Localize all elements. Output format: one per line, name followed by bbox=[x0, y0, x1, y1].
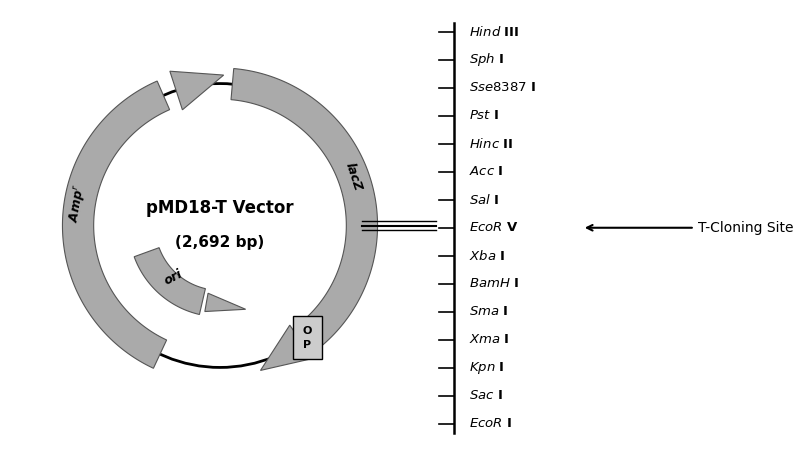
Polygon shape bbox=[231, 69, 378, 345]
Text: pMD18-T Vector: pMD18-T Vector bbox=[146, 199, 294, 217]
Text: $\it{Acc}$ $\bf{I}$: $\it{Acc}$ $\bf{I}$ bbox=[469, 165, 503, 178]
Polygon shape bbox=[261, 325, 313, 370]
Text: $\it{Kpn}$ $\bf{I}$: $\it{Kpn}$ $\bf{I}$ bbox=[469, 360, 505, 376]
Text: $\it{Hind}$ $\bf{III}$: $\it{Hind}$ $\bf{III}$ bbox=[469, 24, 519, 39]
Text: (2,692 bp): (2,692 bp) bbox=[175, 235, 265, 250]
Polygon shape bbox=[62, 81, 170, 368]
Polygon shape bbox=[134, 248, 206, 314]
Text: T-Cloning Site: T-Cloning Site bbox=[698, 221, 794, 235]
Polygon shape bbox=[170, 71, 224, 110]
Polygon shape bbox=[205, 293, 246, 312]
Text: P: P bbox=[303, 340, 311, 350]
Text: $\it{Xma}$ $\bf{I}$: $\it{Xma}$ $\bf{I}$ bbox=[469, 333, 510, 346]
Text: $\it{Sac}$ $\bf{I}$: $\it{Sac}$ $\bf{I}$ bbox=[469, 389, 503, 402]
Text: $\it{Sma}$ $\bf{I}$: $\it{Sma}$ $\bf{I}$ bbox=[469, 305, 509, 318]
Text: $\it{Sse8387}$ $\bf{I}$: $\it{Sse8387}$ $\bf{I}$ bbox=[469, 81, 536, 94]
Text: ori: ori bbox=[162, 267, 185, 288]
Text: $\it{Sph}$ $\bf{I}$: $\it{Sph}$ $\bf{I}$ bbox=[469, 51, 504, 68]
Text: Amp$^r$: Amp$^r$ bbox=[66, 183, 90, 224]
Text: $\it{Hinc}$ $\bf{II}$: $\it{Hinc}$ $\bf{II}$ bbox=[469, 137, 514, 151]
Text: lacZ: lacZ bbox=[342, 161, 364, 193]
Text: O: O bbox=[302, 326, 312, 336]
Text: $\it{EcoR}$ $\bf{V}$: $\it{EcoR}$ $\bf{V}$ bbox=[469, 221, 519, 234]
Text: $\it{EcoR}$ $\bf{I}$: $\it{EcoR}$ $\bf{I}$ bbox=[469, 418, 512, 430]
Text: $\it{BamH}$ $\bf{I}$: $\it{BamH}$ $\bf{I}$ bbox=[469, 277, 519, 290]
FancyBboxPatch shape bbox=[293, 316, 322, 359]
Text: $\it{Xba}$ $\bf{I}$: $\it{Xba}$ $\bf{I}$ bbox=[469, 249, 505, 263]
Text: $\it{Pst}$ $\bf{I}$: $\it{Pst}$ $\bf{I}$ bbox=[469, 109, 499, 122]
Text: $\it{Sal}$ $\bf{I}$: $\it{Sal}$ $\bf{I}$ bbox=[469, 193, 499, 207]
